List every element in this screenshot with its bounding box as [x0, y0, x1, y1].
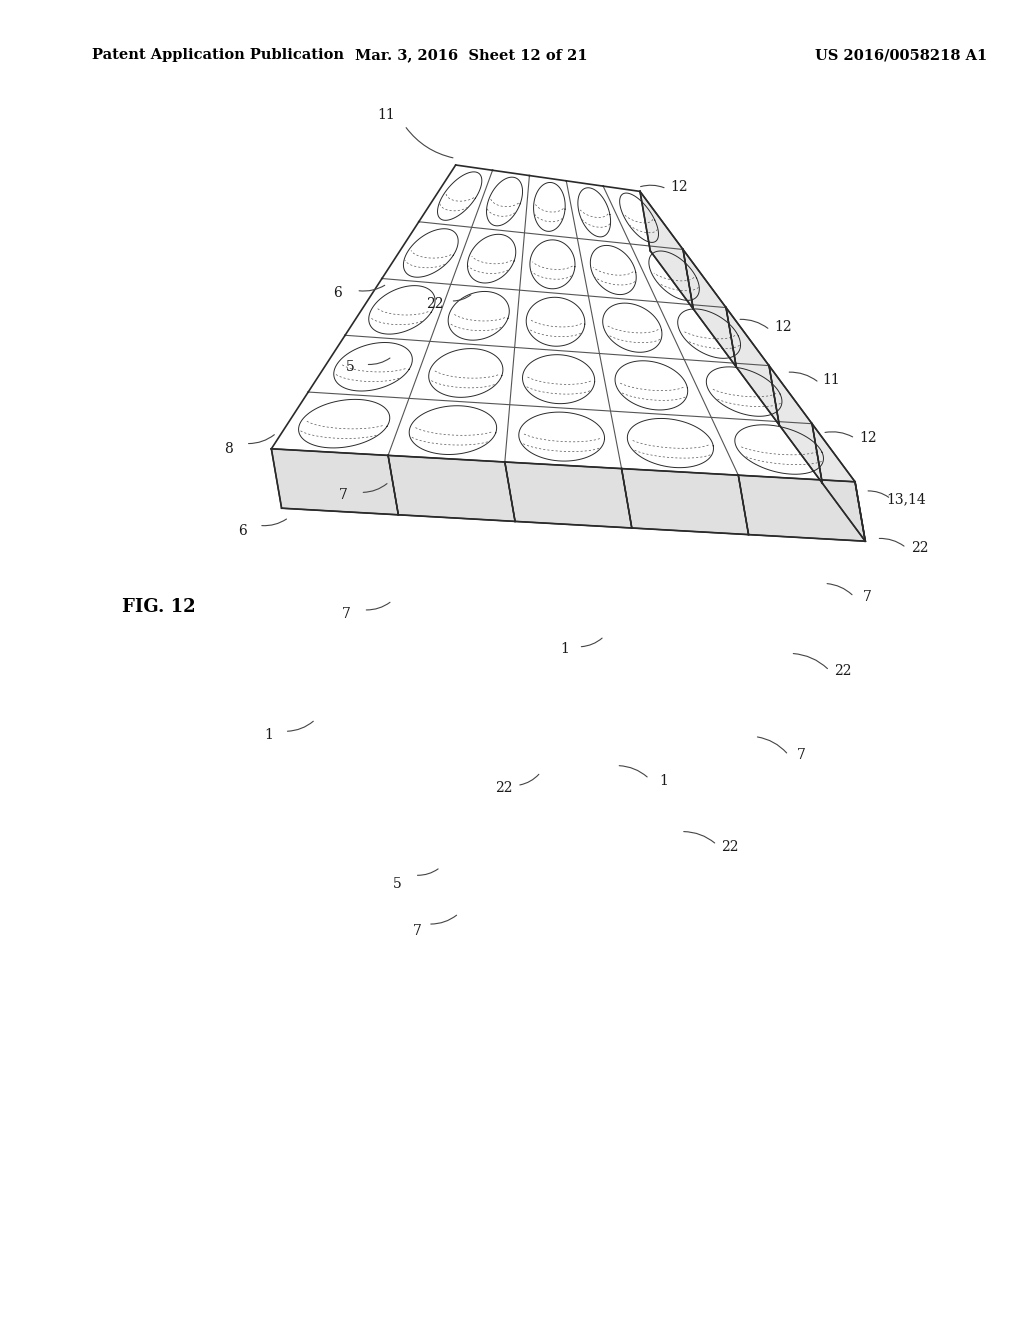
- Text: 7: 7: [414, 924, 422, 937]
- Polygon shape: [683, 249, 736, 367]
- Text: US 2016/0058218 A1: US 2016/0058218 A1: [815, 49, 987, 62]
- Text: 6: 6: [239, 524, 247, 537]
- Polygon shape: [388, 455, 515, 521]
- Polygon shape: [505, 462, 632, 528]
- Text: 8: 8: [224, 442, 232, 455]
- Text: 5: 5: [393, 878, 401, 891]
- Polygon shape: [271, 449, 398, 515]
- Text: 11: 11: [377, 108, 395, 121]
- Polygon shape: [640, 191, 693, 309]
- Text: 1: 1: [264, 729, 272, 742]
- Text: 5: 5: [346, 360, 354, 374]
- Text: 22: 22: [834, 664, 852, 677]
- Text: 7: 7: [863, 590, 871, 603]
- Text: Patent Application Publication: Patent Application Publication: [92, 49, 344, 62]
- Text: 7: 7: [339, 488, 347, 502]
- Text: 22: 22: [910, 541, 929, 554]
- Text: 22: 22: [721, 841, 739, 854]
- Polygon shape: [622, 469, 749, 535]
- Polygon shape: [769, 366, 822, 483]
- Polygon shape: [812, 424, 865, 541]
- Text: 12: 12: [670, 181, 688, 194]
- Text: 1: 1: [659, 775, 668, 788]
- Text: Mar. 3, 2016  Sheet 12 of 21: Mar. 3, 2016 Sheet 12 of 21: [354, 49, 588, 62]
- Text: 1: 1: [561, 643, 569, 656]
- Text: 22: 22: [426, 297, 444, 310]
- Polygon shape: [738, 475, 865, 541]
- Text: 13,14: 13,14: [887, 492, 926, 506]
- Text: 11: 11: [822, 374, 841, 387]
- Text: FIG. 12: FIG. 12: [122, 598, 196, 616]
- Text: 12: 12: [774, 321, 793, 334]
- Text: 22: 22: [495, 781, 513, 795]
- Text: 12: 12: [859, 432, 878, 445]
- Polygon shape: [726, 308, 779, 425]
- Text: 7: 7: [798, 748, 806, 762]
- Text: 7: 7: [342, 607, 350, 620]
- Text: 6: 6: [334, 286, 342, 300]
